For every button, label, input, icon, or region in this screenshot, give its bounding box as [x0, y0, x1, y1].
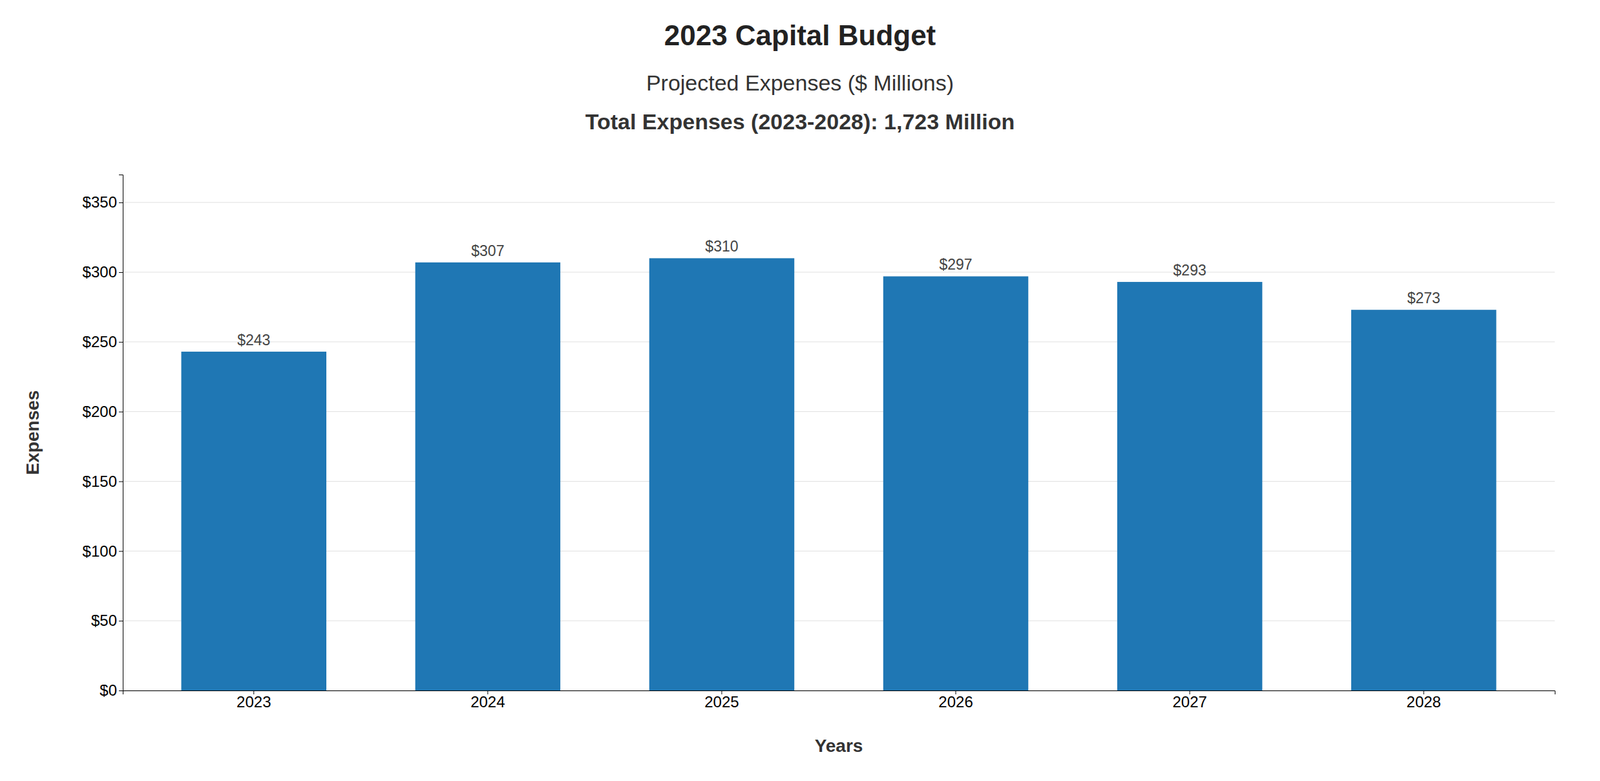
grid-line [122, 271, 1555, 273]
grid-line [122, 550, 1555, 552]
tick: 2023 [236, 690, 271, 711]
data-label: $297 [938, 255, 972, 273]
tick-label: 2025 [704, 692, 739, 711]
tick-mark [118, 620, 123, 622]
titles: 2023 Capital Budget Projected Expenses ($… [585, 19, 1016, 134]
tick: $150 [82, 472, 123, 490]
data-label: $310 [705, 237, 738, 255]
tick-label: $200 [82, 402, 117, 421]
tick-mark [118, 550, 123, 552]
y-axis-title: Expenses [22, 390, 43, 475]
tick-label: 2024 [470, 692, 505, 711]
tick-label: $300 [82, 263, 117, 281]
bar [1351, 309, 1496, 691]
grid-line [122, 480, 1555, 482]
tick-label: 2027 [1172, 692, 1207, 711]
tick-mark [118, 341, 123, 343]
tick-label: 2028 [1406, 692, 1442, 711]
tick-label: $150 [82, 472, 117, 490]
tick-label: $50 [91, 611, 117, 629]
bars [181, 257, 1497, 691]
tick: $0 [99, 681, 123, 699]
axis-line [123, 690, 1556, 695]
grid-line [122, 410, 1555, 412]
data-labels: $243 $307 $310 $297 $293 $273 [237, 237, 1441, 349]
x-axis: 2023 2024 2025 2026 2027 2028 [123, 690, 1556, 711]
data-label: $243 [237, 331, 271, 349]
chart: 2023 Capital Budget Projected Expenses ($… [0, 0, 1600, 781]
tick-mark [118, 411, 123, 413]
bar [415, 262, 561, 691]
tick: $100 [82, 542, 123, 560]
tick-label: $350 [82, 193, 117, 211]
tick: 2026 [938, 690, 973, 711]
tick: 2025 [704, 690, 739, 711]
data-label: $307 [471, 242, 505, 260]
tick-mark [118, 272, 123, 273]
title: 2023 Capital Budget [664, 19, 937, 52]
plot: $243 $307 $310 $297 $293 $273 $0 $50 $100 $150 $20… [22, 175, 1556, 757]
axis-line [118, 175, 124, 691]
subtitle: Total Expenses (2023-2028): 1,723 Millio… [585, 109, 1016, 134]
data-label: $273 [1407, 289, 1441, 307]
tick: $250 [82, 332, 123, 351]
y-axis: $0 $50 $100 $150 $200 $250 $300 $350 [82, 175, 124, 700]
tick: 2027 [1172, 690, 1207, 711]
grid-line [122, 341, 1555, 342]
tick-label: 2023 [236, 692, 271, 711]
x-axis-title: Years [814, 735, 864, 756]
tick: 2024 [470, 690, 505, 711]
subtitle: Projected Expenses ($ Millions) [646, 70, 954, 95]
bar [649, 257, 795, 691]
tick-mark [118, 202, 123, 203]
tick-mark [118, 480, 123, 482]
tick: 2028 [1406, 690, 1442, 711]
tick-label: $250 [82, 332, 117, 351]
grid-line [122, 202, 1555, 203]
data-label: $293 [1173, 261, 1207, 279]
tick: $50 [91, 611, 123, 629]
tick: $300 [82, 263, 123, 281]
grid-line [122, 620, 1555, 622]
tick-mark [118, 690, 123, 691]
tick-label: $100 [82, 542, 117, 560]
tick: $200 [82, 402, 123, 421]
bar [1117, 281, 1263, 691]
tick-label: 2026 [938, 692, 973, 711]
tick-label: $0 [99, 681, 117, 699]
grid [122, 202, 1555, 691]
bar [883, 275, 1029, 691]
tick: $350 [82, 193, 123, 211]
bar [181, 351, 327, 691]
